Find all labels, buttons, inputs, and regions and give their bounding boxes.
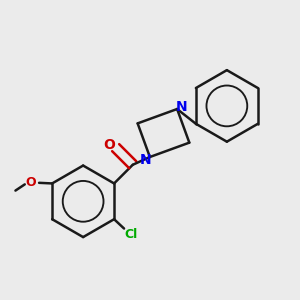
Text: N: N	[140, 153, 151, 167]
Text: O: O	[103, 138, 115, 152]
Text: Cl: Cl	[124, 228, 138, 241]
Text: N: N	[176, 100, 188, 113]
Text: O: O	[25, 176, 36, 189]
